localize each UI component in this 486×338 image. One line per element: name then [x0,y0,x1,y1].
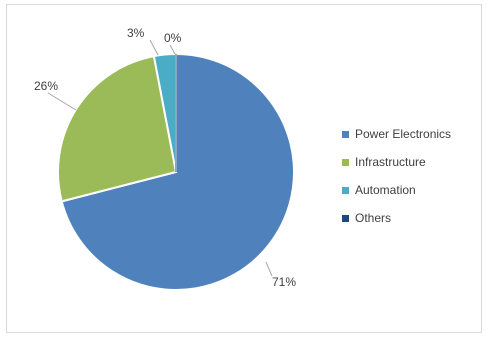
legend-label-automation: Automation [355,183,416,197]
legend-item-infrastructure: Infrastructure [342,148,482,176]
data-label-others: 0% [164,31,182,45]
leader-line-automation [149,39,159,56]
legend-label-power-electronics: Power Electronics [355,127,452,141]
data-label-power-electronics: 71% [272,275,296,289]
pie-slices [57,52,295,291]
pie-slice-power-electronics [60,52,295,291]
data-label-infrastructure: 26% [34,79,58,93]
legend-label-others: Others [355,211,392,225]
legend-label-infrastructure: Infrastructure [355,155,426,169]
leader-lines [47,39,273,277]
legend-swatch-power-electronics [342,130,349,138]
leader-line-others [169,44,176,55]
legend-item-power-electronics: Power Electronics [342,120,482,148]
pie-slice-infrastructure [57,54,178,203]
leader-line-infrastructure [47,92,77,111]
legend-swatch-others [342,214,349,222]
data-labels: 71% 26% 3% 0% [34,26,296,289]
legend-swatch-automation [342,186,349,194]
legend-item-automation: Automation [342,176,482,204]
legend: Power Electronics Infrastructure Automat… [342,120,482,232]
legend-swatch-infrastructure [342,158,349,166]
leader-line-power-electronics [265,261,273,277]
data-label-automation: 3% [127,26,145,40]
legend-item-others: Others [342,204,482,232]
